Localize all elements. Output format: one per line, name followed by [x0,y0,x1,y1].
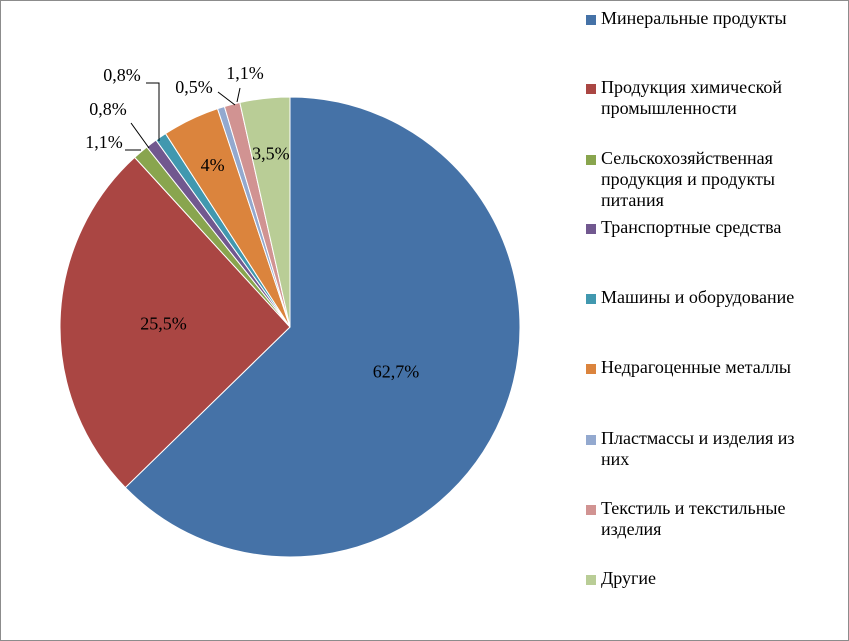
legend-item-сельскохозяйственная-продукция-и-продукты-питания: Сельскохозяйственная продукция и продукты… [586,148,846,211]
legend-swatch [586,364,596,374]
legend-item-пластмассы-и-изделия-из-них: Пластмассы и изделия из них [586,428,846,470]
data-label-пластмассы-и-изделия-из-них: 0,5% [175,77,213,97]
data-label-сельскохозяйственная-продукция-и-продукты-питания: 1,1% [85,132,123,152]
data-label-транспортные-средства: 0,8% [89,99,127,119]
legend-swatch [586,505,596,515]
legend-swatch [586,435,596,445]
legend-swatch [586,155,596,165]
legend-swatch [586,575,596,585]
leader-line-машины-и-оборудование [146,82,160,141]
legend-label: Машины и оборудование [601,287,795,307]
legend-swatch [586,224,596,234]
leader-line-транспортные-средства [130,122,150,149]
legend-swatch [586,294,596,304]
legend-label: Транспортные средства [601,217,782,237]
legend-label: Сельскохозяйственная [601,148,773,168]
legend-label: Другие [601,568,657,588]
pie-slice-продукция-химической-промышленности [59,156,291,489]
legend-item-минеральные-продукты: Минеральные продукты [586,8,846,29]
leader-line-пластмассы-и-изделия-из-них [217,91,236,106]
legend-item-текстиль-и-текстильные-изделия: Текстиль и текстильные изделия [586,498,846,540]
data-label-минеральные-продукты: 62,7% [373,362,420,382]
legend-label: продукция и продукты [601,169,775,189]
legend-label: промышленности [601,98,737,118]
data-label-продукция-химической-промышленности: 25,5% [140,313,187,333]
leader-line-текстиль-и-текстильные-изделия [236,87,241,103]
legend-label: Текстиль и текстильные [601,498,786,518]
legend-label: них [601,449,630,469]
legend-item-другие: Другие [586,568,846,589]
legend-swatch [586,15,596,25]
legend-label: Недрагоценные металлы [601,357,791,377]
data-label-другие: 3,5% [252,143,290,163]
legend-item-недрагоценные-металлы: Недрагоценные металлы [586,357,846,378]
legend-item-транспортные-средства: Транспортные средства [586,217,846,238]
legend-item-машины-и-оборудование: Машины и оборудование [586,287,846,308]
legend-item-продукция-химической-промышленности: Продукция химической промышленности [586,77,846,119]
legend-label: питания [601,190,664,210]
data-label-текстиль-и-текстильные-изделия: 1,1% [226,63,264,83]
data-label-машины-и-оборудование: 0,8% [103,65,141,85]
legend-label: Продукция химической [601,77,783,97]
legend-label: изделия [601,519,662,539]
pie-slice-другие [239,96,291,328]
legend-swatch [586,84,596,94]
data-label-недрагоценные-металлы: 4% [201,155,225,175]
pie-slice-минеральные-продукты [124,96,521,558]
legend-label: Пластмассы и изделия из [601,428,795,448]
legend-label: Минеральные продукты [601,8,787,28]
